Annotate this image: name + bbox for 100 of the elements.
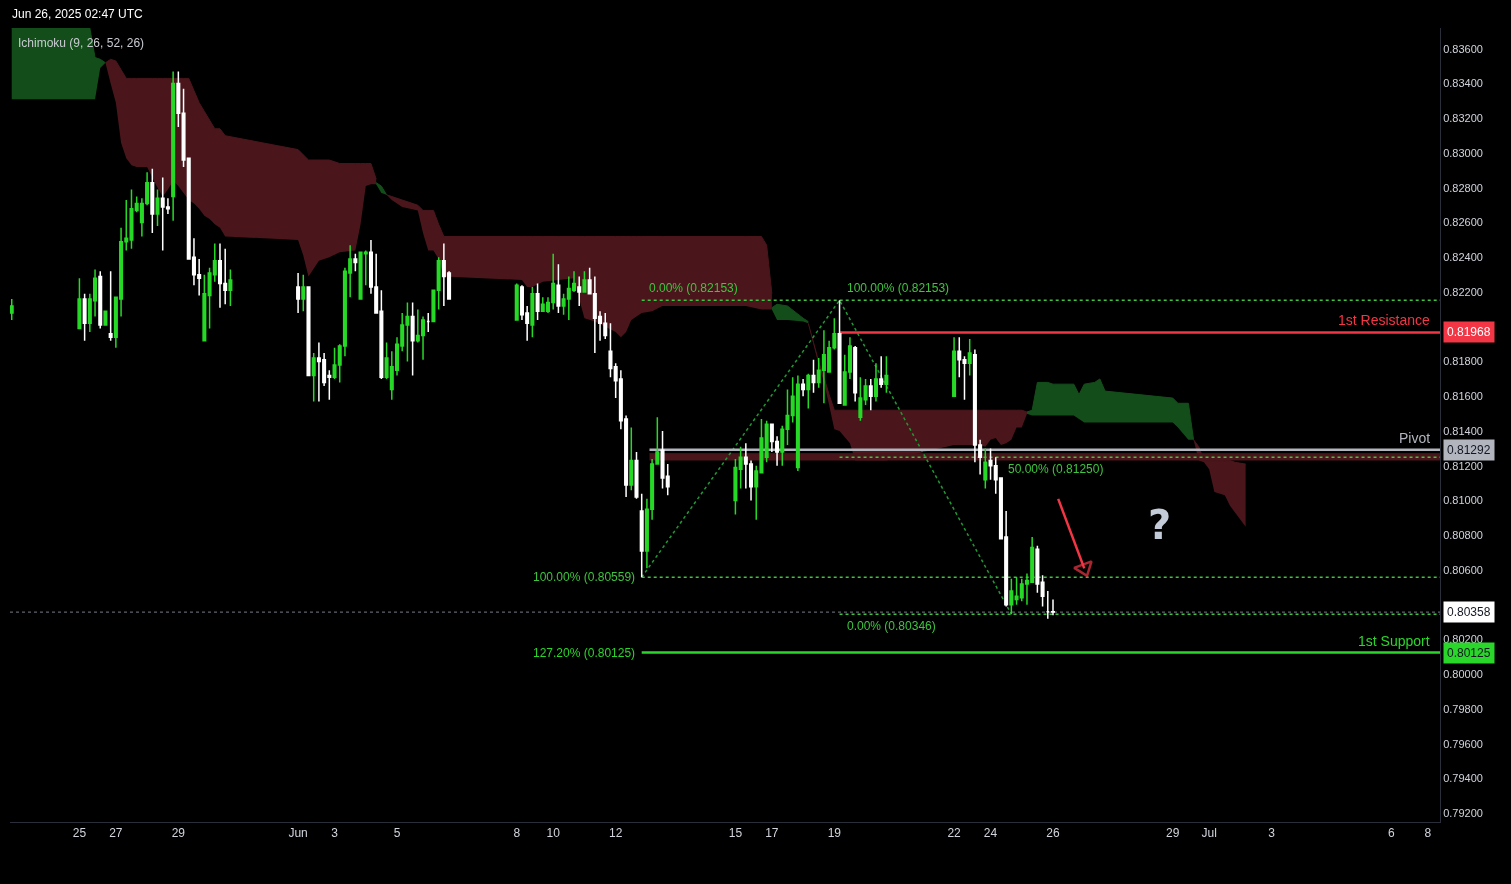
candlestick — [410, 301, 415, 377]
data-label: 0.80125 — [1447, 646, 1491, 660]
candlestick — [863, 378, 868, 406]
candlestick — [608, 322, 613, 378]
x-tick-label: 19 — [827, 826, 842, 841]
candlestick — [884, 355, 889, 394]
x-tick-label: 26 — [1046, 826, 1060, 841]
candlestick — [582, 270, 587, 293]
candlestick — [764, 419, 769, 464]
candlestick — [82, 293, 87, 342]
candlestick — [311, 352, 316, 403]
data-label: 0.81968 — [1447, 325, 1491, 339]
y-tick-label: 0.82200 — [1443, 285, 1483, 298]
y-tick-label: 0.81000 — [1443, 494, 1483, 507]
candlestick — [634, 451, 639, 500]
series-label: 1st Resistance — [1338, 312, 1431, 328]
x-tick-label: 6 — [1388, 826, 1396, 841]
y-tick-label: 0.82400 — [1443, 251, 1483, 264]
y-tick-label: 0.83600 — [1443, 42, 1483, 55]
x-tick-label: 8 — [513, 826, 521, 841]
candlestick — [202, 273, 207, 342]
data-label: 0.81292 — [1447, 443, 1491, 457]
candlestick — [868, 378, 873, 411]
x-tick-label: 8 — [1424, 826, 1432, 841]
y-tick-label: 0.81400 — [1443, 424, 1483, 437]
candlestick — [733, 458, 738, 516]
candlestick — [879, 355, 884, 389]
x-tick-label: 5 — [393, 826, 401, 841]
candlestick — [806, 373, 811, 410]
candlestick — [983, 447, 988, 490]
candlestick — [1050, 598, 1056, 616]
annotation: 0.00% (0.82153) — [649, 281, 738, 295]
ref-line-label: 0.80358 — [1447, 605, 1491, 619]
x-tick-label: Jul — [1201, 826, 1217, 841]
candlestick — [837, 299, 842, 405]
y-tick-label: 0.80600 — [1443, 563, 1483, 576]
annotation: 0.00% (0.80346) — [847, 619, 936, 633]
candlestick — [795, 374, 800, 472]
x-tick-label: 29 — [171, 826, 186, 841]
annotation: 127.20% (0.80125) — [533, 646, 636, 660]
x-tick-label: 15 — [728, 826, 743, 841]
annotation: Ichimoku (9, 26, 52, 26) — [18, 36, 145, 50]
candlestick — [1045, 590, 1050, 620]
candlestick — [306, 286, 311, 377]
y-tick-label: 0.82600 — [1443, 216, 1483, 229]
candlestick — [853, 345, 858, 403]
annotation: 100.00% (0.82153) — [847, 281, 950, 295]
candlestick — [530, 286, 535, 339]
candlestick — [629, 426, 634, 491]
candlestick — [353, 253, 358, 272]
y-tick-label: 0.79400 — [1443, 772, 1483, 785]
candlestick — [967, 338, 972, 377]
x-tick-label: 29 — [1166, 826, 1180, 841]
x-tick-label: 3 — [331, 826, 339, 841]
x-tick-label: 25 — [72, 826, 87, 841]
x-tick-label: 10 — [546, 826, 561, 841]
candlestick — [1040, 574, 1045, 608]
candlestick — [1009, 578, 1014, 615]
candlestick — [535, 282, 540, 321]
candlestick — [436, 256, 441, 311]
candlestick — [1035, 545, 1040, 594]
y-tick-label: 0.79200 — [1443, 807, 1483, 820]
candlestick — [150, 167, 155, 234]
candlestick — [514, 282, 519, 321]
candlestick — [801, 378, 806, 398]
candlestick — [577, 275, 582, 307]
y-tick-label: 0.83000 — [1443, 146, 1483, 159]
annotation: 50.00% (0.81250) — [1008, 462, 1104, 476]
series-label: 1st Support — [1358, 633, 1430, 649]
y-tick-label: 0.80000 — [1443, 668, 1483, 681]
candlestick — [176, 70, 181, 128]
candlestick — [98, 270, 103, 330]
x-tick-label: 24 — [983, 826, 998, 841]
candlestick — [217, 242, 223, 309]
candlestick — [155, 188, 160, 227]
y-tick-label: 0.83400 — [1443, 77, 1483, 90]
x-tick-label: Jun — [288, 826, 308, 841]
y-tick-label: 0.81800 — [1443, 355, 1483, 368]
y-tick-label: 0.79800 — [1443, 702, 1483, 715]
candlestick — [77, 277, 82, 330]
candlestick — [426, 312, 431, 333]
y-tick-label: 0.79600 — [1443, 737, 1483, 750]
candlestick — [228, 268, 233, 307]
series-label: Pivot — [1399, 430, 1431, 446]
y-tick-label: 0.83200 — [1443, 112, 1483, 125]
candlestick — [873, 362, 879, 403]
candlestick — [556, 263, 561, 314]
x-tick-label: 27 — [109, 826, 123, 841]
candlestick — [103, 310, 108, 326]
text: Jun 26, 2025 02:47 UTC — [12, 7, 144, 21]
candlestick — [296, 272, 301, 314]
x-tick-label: 17 — [765, 826, 779, 841]
candlestick — [171, 70, 176, 222]
candlestick — [108, 270, 113, 342]
x-tick-label: 3 — [1268, 826, 1276, 841]
annotation: 100.00% (0.80559) — [533, 570, 636, 584]
y-tick-label: 0.80800 — [1443, 529, 1483, 542]
x-tick-label: 22 — [947, 826, 962, 841]
y-tick-label: 0.81600 — [1443, 390, 1483, 403]
candlestick — [10, 298, 14, 321]
